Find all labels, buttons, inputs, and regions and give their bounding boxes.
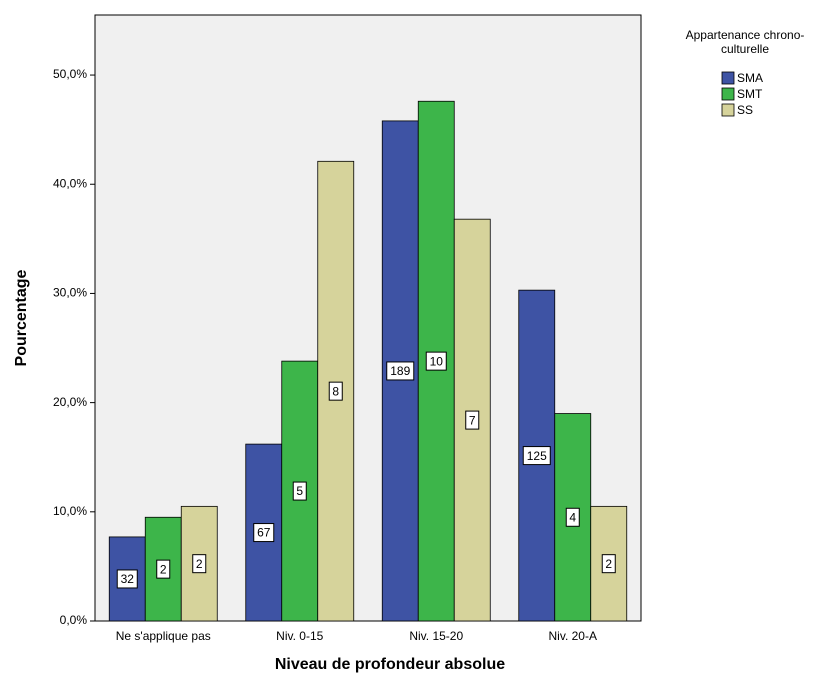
legend-label: SMT [737,87,763,101]
x-tick-label: Niv. 20-A [549,629,597,643]
data-label: 125 [527,449,547,463]
legend-swatch [721,103,735,117]
legend-label: SMA [737,71,763,85]
legend-swatch [721,71,735,85]
data-label-box [328,381,343,401]
data-label: 10 [430,354,444,368]
data-label-box [253,523,275,543]
x-axis-label: Niveau de profondeur absolue [275,656,505,673]
bar [590,505,628,622]
data-label-box [565,507,580,527]
data-label: 67 [257,526,271,540]
data-label-box [465,410,480,430]
data-label-box [156,559,171,579]
data-label: 2 [605,557,612,571]
data-label: 7 [469,413,476,427]
y-tick-label: 10,0% [53,504,87,518]
legend-swatch [721,87,735,101]
data-label-box [522,446,551,466]
data-label-box [116,569,138,589]
data-label: 32 [121,572,135,586]
data-label-box [292,481,307,501]
y-axis-label: Pourcentage [13,269,30,366]
legend-label: SS [737,103,753,117]
legend-title: culturelle [721,42,769,56]
data-label: 2 [160,562,167,576]
x-tick-label: Niv. 0-15 [276,629,323,643]
data-label: 8 [332,384,339,398]
data-label: 5 [296,484,303,498]
data-label-box [425,351,447,371]
data-label: 189 [390,364,410,378]
y-tick-label: 40,0% [53,176,87,190]
data-label: 2 [196,557,203,571]
legend-title: Appartenance chrono- [686,28,805,42]
data-label: 4 [569,510,576,524]
x-tick-label: Ne s'applique pas [116,629,211,643]
y-tick-label: 0,0% [60,613,88,627]
y-tick-label: 30,0% [53,286,87,300]
data-label-box [386,361,415,381]
x-tick-label: Niv. 15-20 [409,629,463,643]
data-label-box [192,554,207,574]
y-tick-label: 50,0% [53,67,87,81]
data-label-box [601,554,616,574]
y-tick-label: 20,0% [53,395,87,409]
